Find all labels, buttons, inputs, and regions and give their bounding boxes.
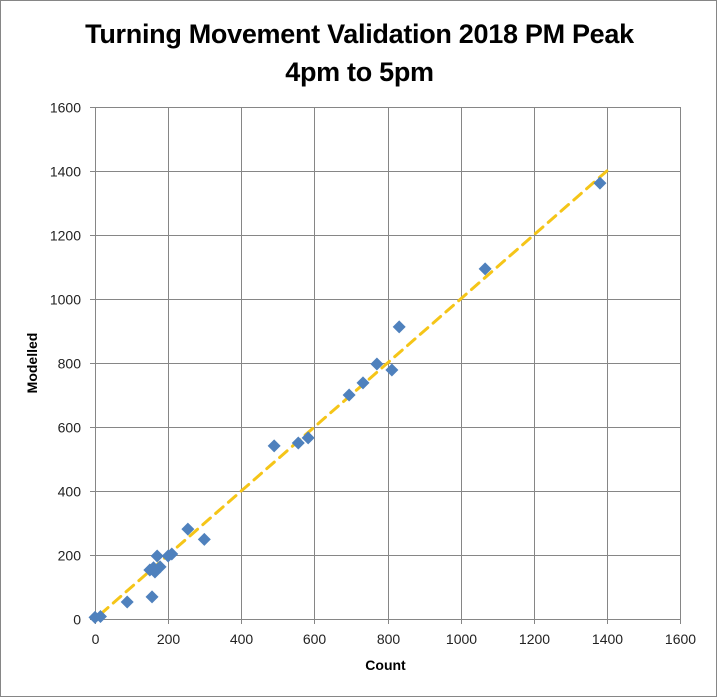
data-point — [165, 547, 179, 561]
y-tick-label: 1400 — [50, 164, 81, 180]
data-point — [385, 363, 399, 377]
data-point — [356, 376, 370, 390]
x-tick-label: 600 — [303, 631, 327, 647]
data-point — [370, 357, 384, 371]
trendline — [98, 169, 609, 616]
x-tick-label: 400 — [230, 631, 254, 647]
x-tick-label: 1200 — [519, 631, 550, 647]
y-tick-label: 1600 — [50, 100, 81, 116]
x-tick-label: 800 — [377, 631, 401, 647]
data-points — [88, 176, 607, 624]
data-point — [181, 522, 195, 536]
x-axis-title: Count — [365, 657, 406, 673]
data-point — [197, 532, 211, 546]
data-point — [93, 609, 107, 623]
y-tick-label: 0 — [73, 612, 81, 628]
y-tick-label: 1200 — [50, 228, 81, 244]
trendline-group — [98, 169, 609, 616]
x-tick-label: 1600 — [665, 631, 696, 647]
data-point — [478, 262, 492, 276]
data-point — [342, 388, 356, 402]
data-point — [150, 549, 164, 563]
data-point — [267, 439, 281, 453]
chart-title: Turning Movement Validation 2018 PM Peak… — [1, 15, 717, 91]
data-point — [392, 320, 406, 334]
y-tick-label: 800 — [58, 356, 82, 372]
x-tick-label: 0 — [92, 631, 100, 647]
x-tick-label: 1400 — [592, 631, 623, 647]
data-point — [593, 176, 607, 190]
data-point — [147, 561, 160, 575]
chart-title-line1: Turning Movement Validation 2018 PM Peak — [85, 19, 634, 49]
y-tick-label: 1000 — [50, 292, 81, 308]
y-tick-label: 200 — [58, 548, 82, 564]
y-axis-title: Modelled — [24, 333, 40, 394]
x-tick-label: 1000 — [446, 631, 477, 647]
y-tick-label: 600 — [58, 420, 82, 436]
chart-subtitle: 4pm to 5pm — [285, 57, 434, 87]
data-point — [145, 590, 159, 604]
data-point — [120, 595, 134, 609]
x-tick-label: 200 — [157, 631, 181, 647]
gridlines — [90, 107, 681, 624]
data-point — [291, 436, 305, 450]
y-tick-label: 400 — [58, 484, 82, 500]
tick-labels: 0 200 400 600 800 1000 1200 1400 1600 0 200 400 600 8… — [50, 100, 696, 648]
data-point — [301, 431, 315, 445]
